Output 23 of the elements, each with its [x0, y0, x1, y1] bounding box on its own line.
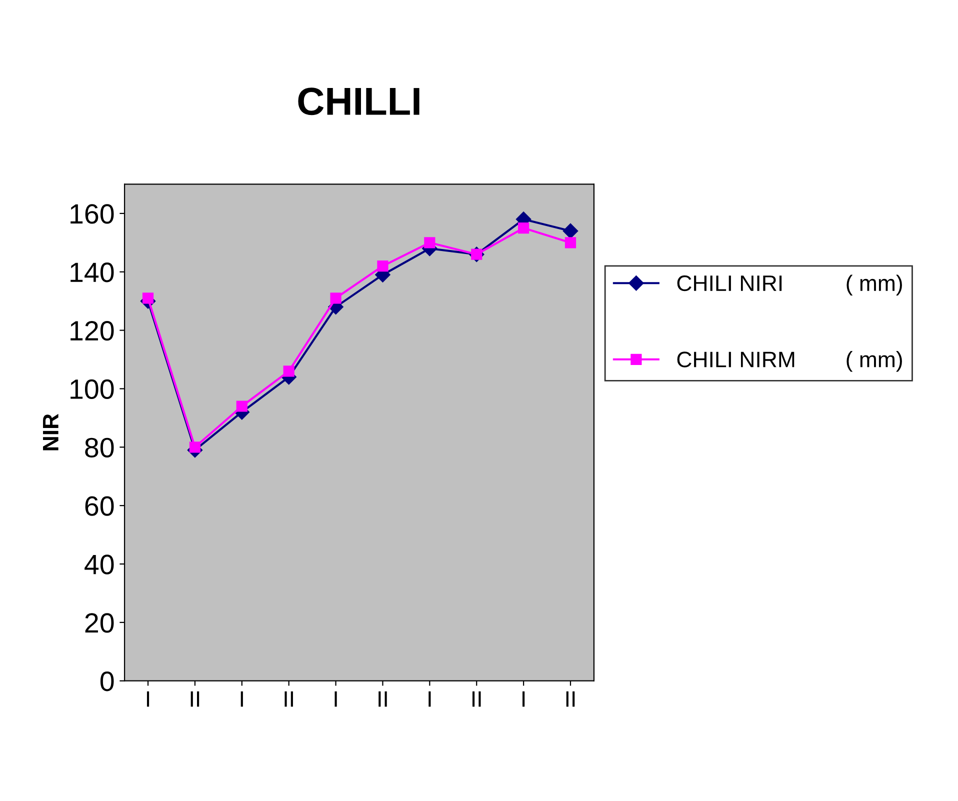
- y-tick-label: 40: [84, 554, 114, 574]
- y-tick-label: 0: [100, 672, 114, 692]
- y-tick-label: 60: [85, 496, 114, 516]
- x-tick-label: I: [240, 691, 243, 707]
- x-tick-label: II: [284, 691, 293, 707]
- legend-label: CHILI NIRI ( mm): [677, 274, 902, 296]
- legend-label: CHILI NIRM ( mm): [677, 351, 902, 372]
- chart-title: CHILLI: [298, 88, 420, 116]
- y-tick-label: 80: [85, 438, 114, 458]
- x-tick-label: I: [146, 691, 150, 707]
- y-tick-label: 160: [70, 204, 114, 224]
- y-tick-label: 100: [70, 379, 114, 400]
- x-tick-label: II: [566, 691, 575, 707]
- y-tick-label: 20: [85, 613, 114, 633]
- y-tick-label: 120: [70, 320, 114, 341]
- y-tick-label: 140: [70, 262, 114, 282]
- y-axis-title: NIR: [43, 414, 58, 450]
- x-tick-label: I: [334, 691, 337, 707]
- x-tick-label: II: [190, 691, 200, 707]
- x-tick-label: II: [378, 691, 387, 707]
- x-tick-label: I: [522, 691, 525, 707]
- x-tick-label: I: [428, 691, 431, 707]
- x-tick-label: II: [472, 691, 481, 707]
